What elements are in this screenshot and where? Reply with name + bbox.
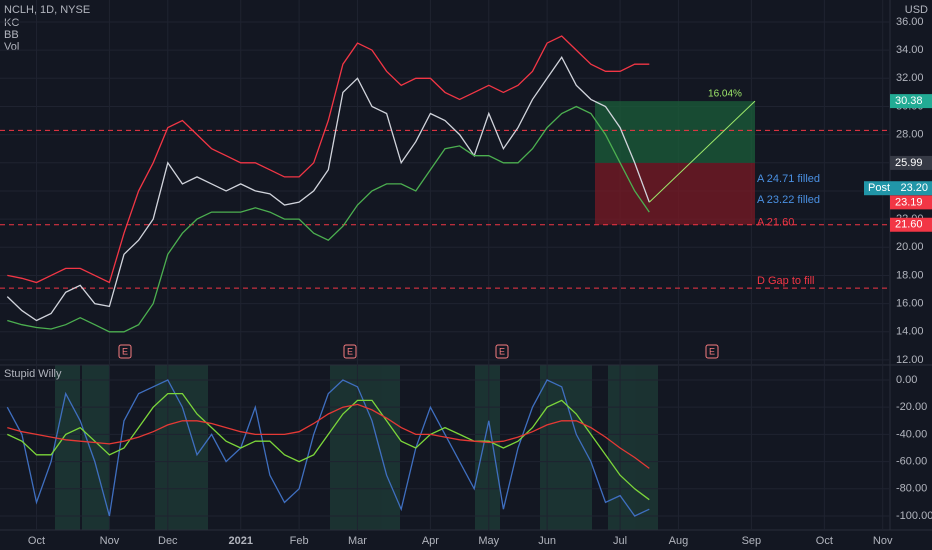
price-tag-label: 23.19	[895, 196, 923, 208]
earnings-label: E	[122, 346, 128, 356]
annotation: A 24.71 filled	[757, 173, 820, 185]
y-tick-label: 18.00	[896, 269, 924, 281]
indicator-label: KC	[4, 17, 19, 29]
y-tick-label: -80.00	[896, 483, 927, 495]
price-tag-label: 30.38	[895, 95, 923, 107]
position-percent: 16.04%	[708, 89, 742, 100]
y-tick-label: 16.00	[896, 298, 924, 310]
symbol-title: NCLH, 1D, NYSE	[4, 4, 90, 16]
highlight	[82, 365, 110, 530]
y-tick-label: -100.00	[896, 510, 932, 522]
price-line	[6, 55, 650, 322]
x-tick-label: Dec	[158, 535, 178, 547]
x-tick-label: Apr	[422, 535, 439, 547]
price-tag-label: 21.60	[895, 219, 923, 231]
earnings-marker	[118, 344, 132, 359]
x-tick-label: Jul	[613, 535, 627, 547]
x-tick-label: Nov	[100, 535, 120, 547]
annotation: D Gap to fill	[757, 275, 814, 287]
earnings-marker	[343, 344, 357, 359]
profit-zone	[595, 101, 755, 163]
highlight	[155, 365, 208, 530]
earnings-label: E	[499, 346, 505, 356]
highlight	[330, 365, 400, 530]
earnings-label: E	[347, 346, 353, 356]
x-tick-label: Oct	[28, 535, 45, 547]
band-line	[7, 105, 650, 333]
loss-zone	[595, 162, 755, 225]
annotation: A 23.22 filled	[757, 194, 820, 206]
price-tag-label: 25.99	[895, 157, 923, 169]
y-tick-label: 32.00	[896, 72, 924, 84]
oscillator-line	[7, 392, 650, 501]
y-tick-label: 36.00	[896, 16, 924, 28]
highlight	[55, 365, 80, 530]
post-tag-label: 23.20	[900, 182, 928, 194]
oscillator-title: Stupid Willy	[4, 368, 62, 380]
target-arrow	[648, 100, 756, 203]
earnings-marker	[495, 344, 509, 359]
x-tick-label: Feb	[290, 535, 309, 547]
annotation: A 21.60	[757, 217, 794, 229]
y-tick-label: 0.00	[896, 374, 917, 386]
oscillator-line	[6, 379, 650, 517]
x-tick-label: Nov	[873, 535, 893, 547]
x-tick-label: Sep	[742, 535, 762, 547]
x-tick-label: 2021	[228, 535, 252, 547]
highlight	[608, 365, 658, 530]
x-tick-label: Mar	[348, 535, 367, 547]
y-tick-label: 20.00	[896, 241, 924, 253]
x-tick-label: Aug	[669, 535, 689, 547]
band-line	[7, 35, 650, 284]
y-tick-label: -40.00	[896, 428, 927, 440]
price-tag	[890, 94, 932, 109]
earnings-marker	[705, 344, 719, 359]
oscillator-highlights	[55, 365, 658, 530]
indicator-label: Vol	[4, 41, 19, 53]
price-tag	[890, 217, 932, 232]
x-tick-label: Oct	[816, 535, 833, 547]
y-tick-label: -60.00	[896, 455, 927, 467]
x-tick-label: May	[478, 535, 499, 547]
y-tick-label: 12.00	[896, 354, 924, 366]
x-tick-label: Jun	[538, 535, 556, 547]
y-tick-label: 28.00	[896, 129, 924, 141]
y-tick-label: 34.00	[896, 44, 924, 56]
earnings-label: E	[709, 346, 715, 356]
highlight	[540, 365, 592, 530]
price-tag	[890, 195, 932, 210]
y-tick-label: 14.00	[896, 326, 924, 338]
price-tag	[890, 155, 932, 170]
y-tick-label: -20.00	[896, 401, 927, 413]
oscillator-line	[7, 403, 650, 469]
post-tag-name: Post	[868, 182, 890, 194]
highlight	[475, 365, 500, 530]
indicator-label: BB	[4, 29, 19, 41]
currency-label: USD	[905, 4, 928, 16]
post-tag	[864, 181, 932, 196]
